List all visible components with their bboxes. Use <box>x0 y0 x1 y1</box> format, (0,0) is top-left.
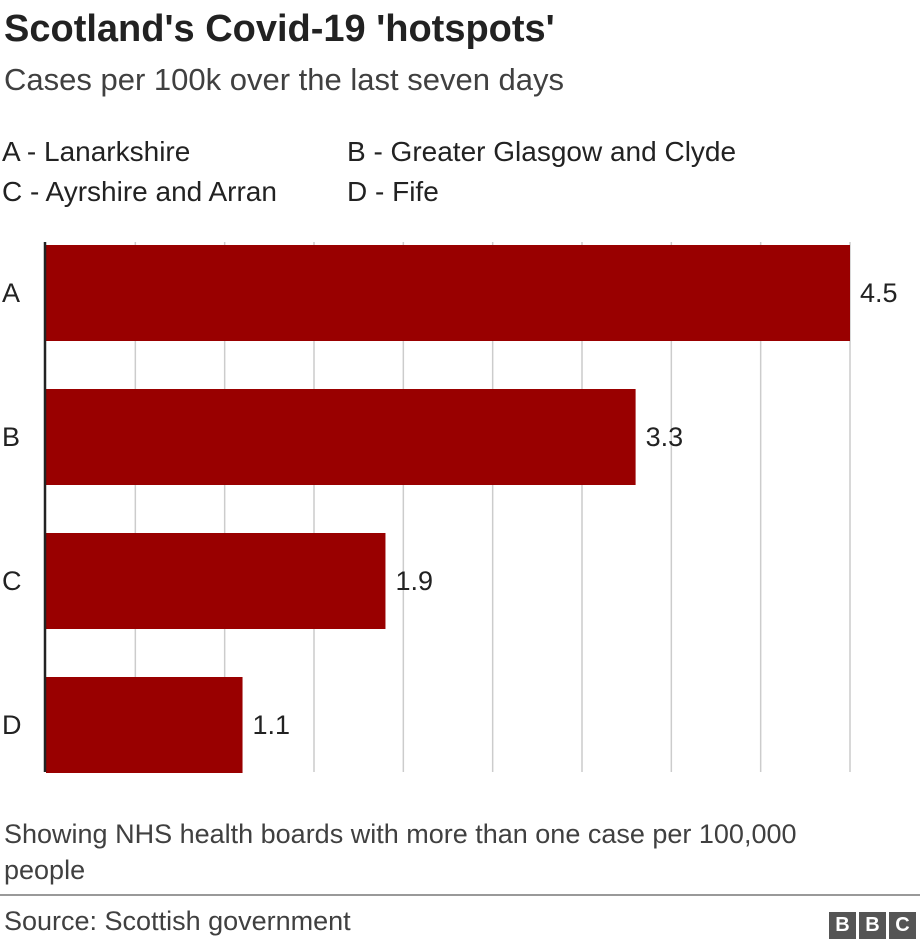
source-text: Source: Scottish government <box>4 906 351 936</box>
footnote: Showing NHS health boards with more than… <box>4 819 797 885</box>
bar-b <box>46 389 636 485</box>
legend-item-d: D - Fife <box>347 176 439 207</box>
legend-item-a: A - Lanarkshire <box>2 136 191 167</box>
category-label-c: C <box>2 566 22 596</box>
bar-c <box>46 533 386 629</box>
data-label-d: 1.1 <box>253 710 291 740</box>
logo-letter-3: C <box>889 912 916 939</box>
bbc-logo: B B C <box>829 912 916 939</box>
bar-a <box>46 245 850 341</box>
bar-chart: 4.5 A 3.3 B 1.9 C 1.1 D <box>2 242 898 773</box>
chart-subtitle: Cases per 100k over the last seven days <box>4 62 565 97</box>
logo-letter-2: B <box>859 912 886 939</box>
category-label-d: D <box>2 710 22 740</box>
legend-item-b: B - Greater Glasgow and Clyde <box>347 136 737 167</box>
source-divider <box>0 894 920 896</box>
data-label-c: 1.9 <box>395 566 433 596</box>
category-label-a: A <box>2 278 20 308</box>
chart-title: Scotland's Covid-19 'hotspots' <box>4 8 555 50</box>
data-label-a: 4.5 <box>860 278 898 308</box>
bar-d <box>46 677 243 773</box>
logo-letter-1: B <box>829 912 856 939</box>
category-label-b: B <box>2 422 20 452</box>
data-label-b: 3.3 <box>646 422 684 452</box>
legend-item-c: C - Ayrshire and Arran <box>2 176 277 207</box>
